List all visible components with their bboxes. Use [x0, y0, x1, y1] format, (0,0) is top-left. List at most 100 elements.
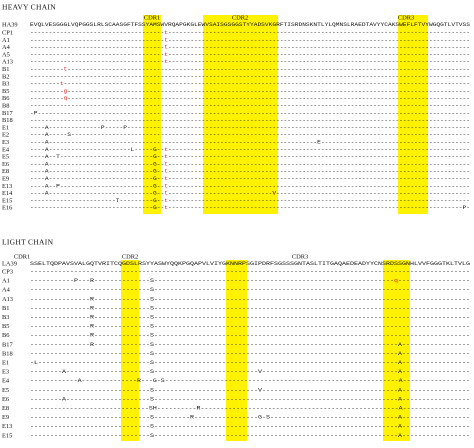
sequence: ---------------R--------------S---------… — [30, 341, 470, 348]
row-label: E4 — [2, 378, 10, 385]
cdr-label: CDR1 — [14, 253, 30, 260]
cdr-label: CDR2 — [232, 14, 248, 21]
row-label: B8 — [2, 102, 9, 109]
sequence: --------A---------------------S---------… — [30, 369, 470, 376]
row-label: E3 — [2, 139, 9, 146]
row-label: A4 — [2, 44, 11, 51]
sequence: ----------------------------------------… — [30, 73, 470, 80]
sequence: ----A----------------------L-----G-- t---… — [30, 146, 470, 153]
cdr-label: CDR3 — [292, 253, 308, 260]
sequence: ------------------------------------ t---… — [30, 59, 470, 66]
row-label: A13 — [2, 296, 13, 303]
sequence: ---------------R--------------S---------… — [30, 296, 470, 303]
sequence: SSELTQDPAVSVALGQTVRITCQGDSLRSYYASWYQQKPG… — [30, 260, 471, 267]
cdr-label: CDR2 — [122, 253, 138, 260]
row-label: E16 — [2, 205, 12, 212]
sequence: -----------P---R--------------S---------… — [30, 278, 470, 285]
row-label: B3 — [2, 81, 9, 88]
row-label: E8 — [2, 168, 9, 175]
sequence: ------------------------------------ t---… — [30, 44, 470, 51]
row-label: E1 — [2, 124, 9, 131]
sequence: --------- q------------------------------… — [30, 95, 470, 102]
row-label: E5 — [2, 387, 9, 394]
sequence: ----A----------------------------G-- t---… — [30, 175, 470, 182]
cdr1-highlight — [143, 15, 161, 214]
row-label: A1 — [2, 278, 10, 285]
sequence: ---------------R--------------S---------… — [30, 332, 470, 339]
sequence: ----------------------------------------… — [30, 102, 470, 109]
sequence: ------------------------------S---------… — [30, 423, 470, 430]
sequence: ----------------------------------------… — [30, 117, 470, 124]
sequence: --------A---------------------S---------… — [30, 396, 470, 403]
cdr3-highlight — [398, 15, 428, 214]
row-label: A1 — [2, 37, 10, 44]
row-label: E5 — [2, 154, 9, 161]
sequence: -P--------------------------------------… — [30, 110, 470, 117]
row-label: B2 — [2, 73, 9, 80]
row-label: E3 — [2, 369, 9, 376]
sequence: ------------------------------S---------… — [30, 350, 470, 357]
cdr3-highlight — [383, 260, 410, 441]
light-highlights — [121, 260, 410, 441]
sequence: ----A--T-------------------------G-- t---… — [30, 154, 470, 161]
sequence: ---------------R--------------S---------… — [30, 314, 470, 321]
row-label: E6 — [2, 396, 9, 403]
cdr2-highlight — [203, 15, 278, 214]
row-label: E15 — [2, 432, 12, 439]
sequence: EVQLVESGGGLVQPGGSLRLSCAASGFTFSSYAMSWVRQA… — [30, 21, 471, 28]
sequence: ----A--------------P-----P--------------… — [30, 124, 470, 131]
cdr-label: CDR1 — [144, 14, 160, 21]
row-label: E6 — [2, 161, 9, 168]
row-label: E1 — [2, 359, 9, 366]
row-label: B3 — [2, 314, 9, 321]
heavy-title: HEAVY CHAIN — [2, 3, 56, 12]
row-label: CP1 — [2, 29, 13, 36]
row-label: E9 — [2, 175, 9, 182]
row-label: B6 — [2, 95, 9, 102]
cdr2-highlight — [226, 260, 247, 441]
sequence: -----------------------T---------G-- t---… — [30, 197, 470, 204]
row-label: B17 — [2, 341, 13, 348]
row-label: B5 — [2, 323, 9, 330]
sequence: ----A----------------------------G-- t---… — [30, 161, 470, 168]
sequence: ------------------------------S---------… — [30, 432, 470, 439]
sequence: ------------A--------------R---G-S------… — [30, 378, 470, 385]
row-label: E14 — [2, 190, 13, 197]
sequence: ----------------------------------------… — [30, 268, 470, 275]
row-label: A13 — [2, 59, 13, 66]
row-label: B5 — [2, 88, 9, 95]
row-label: B18 — [2, 117, 13, 124]
sequence: --------- g------------------------------… — [30, 88, 470, 95]
sequence: ---------------R--------------S---------… — [30, 305, 470, 312]
row-label: B1 — [2, 66, 9, 73]
sequence: ------------------------------S---------… — [30, 287, 470, 294]
row-label: E13 — [2, 423, 12, 430]
row-label: LA39 — [2, 260, 17, 267]
row-label: HA39 — [2, 21, 18, 28]
cdr-label: CDR3 — [398, 14, 414, 21]
sequence: ----A--P-------------------------G-- t---… — [30, 183, 470, 190]
row-label: B17 — [2, 110, 13, 117]
sequence: --------- t------------------------------… — [30, 66, 470, 73]
row-label: B18 — [2, 350, 13, 357]
row-label: E8 — [2, 405, 9, 412]
sequence: ------------------------------------ t---… — [30, 51, 470, 58]
row-label: B1 — [2, 305, 9, 312]
sequence: -------- t-------------------------------… — [30, 81, 470, 88]
heavy-highlights — [143, 15, 428, 214]
sequence: -L----------------------------S---------… — [30, 359, 470, 366]
row-label: B6 — [2, 332, 9, 339]
light-title: LIGHT CHAIN — [2, 238, 54, 247]
row-label: E15 — [2, 197, 12, 204]
sequence: ------------------------------S---------… — [30, 387, 470, 394]
row-label: E2 — [2, 132, 9, 139]
sequence: ---------------R--------------S---------… — [30, 323, 470, 330]
sequence: ----A----------------------------G-- t---… — [30, 190, 470, 197]
sequence: ------------------------------------ t---… — [30, 37, 470, 44]
row-label: E13 — [2, 183, 12, 190]
sequence: ------------------------------------ t---… — [30, 29, 470, 36]
row-label: CP3 — [2, 268, 13, 275]
row-label: A4 — [2, 287, 11, 294]
sequence: ----A-----------------------------------… — [30, 139, 470, 146]
